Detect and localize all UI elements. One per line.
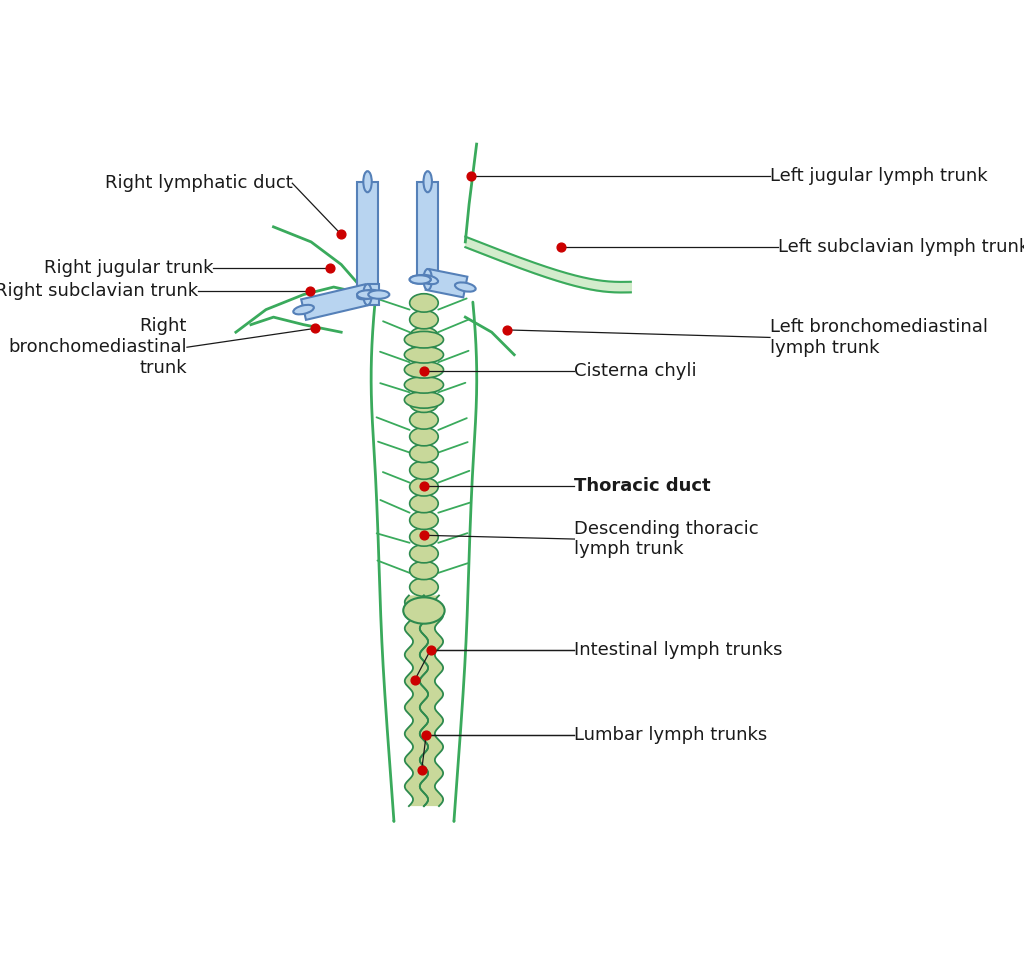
Ellipse shape xyxy=(410,494,438,512)
Text: Right
bronchomediastinal
trunk: Right bronchomediastinal trunk xyxy=(8,318,187,377)
Ellipse shape xyxy=(424,269,432,290)
Polygon shape xyxy=(404,595,428,806)
Ellipse shape xyxy=(410,461,438,480)
Ellipse shape xyxy=(410,444,438,462)
Ellipse shape xyxy=(410,478,438,496)
Point xyxy=(423,642,439,658)
Ellipse shape xyxy=(410,310,438,328)
Ellipse shape xyxy=(410,360,438,379)
Text: Lumbar lymph trunks: Lumbar lymph trunks xyxy=(574,726,768,743)
Text: Thoracic duct: Thoracic duct xyxy=(574,478,711,495)
Text: Right lymphatic duct: Right lymphatic duct xyxy=(104,174,292,193)
Text: Right subclavian trunk: Right subclavian trunk xyxy=(0,282,199,299)
Polygon shape xyxy=(420,595,443,806)
Point xyxy=(416,479,432,494)
Point xyxy=(416,364,432,379)
Polygon shape xyxy=(426,270,467,298)
Ellipse shape xyxy=(404,361,443,378)
Point xyxy=(416,528,432,543)
Text: Left subclavian lymph trunk: Left subclavian lymph trunk xyxy=(777,238,1024,256)
Ellipse shape xyxy=(418,274,438,284)
Ellipse shape xyxy=(410,528,438,546)
Ellipse shape xyxy=(410,275,431,284)
Text: Left jugular lymph trunk: Left jugular lymph trunk xyxy=(770,168,987,186)
Ellipse shape xyxy=(410,275,431,284)
Polygon shape xyxy=(357,182,378,295)
Point xyxy=(322,261,338,276)
Text: Descending thoracic
lymph trunk: Descending thoracic lymph trunk xyxy=(574,520,759,559)
Polygon shape xyxy=(368,284,379,305)
Point xyxy=(499,323,515,338)
Text: Intestinal lymph trunks: Intestinal lymph trunks xyxy=(574,640,783,659)
Point xyxy=(306,321,323,336)
Ellipse shape xyxy=(364,284,372,305)
Text: Left bronchomediastinal
lymph trunk: Left bronchomediastinal lymph trunk xyxy=(770,318,988,357)
Ellipse shape xyxy=(404,347,443,363)
Point xyxy=(333,226,349,242)
Ellipse shape xyxy=(410,544,438,562)
Ellipse shape xyxy=(293,305,314,314)
Ellipse shape xyxy=(404,377,443,393)
Polygon shape xyxy=(417,182,438,279)
Ellipse shape xyxy=(410,327,438,346)
Point xyxy=(463,169,479,184)
Point xyxy=(301,283,317,299)
Ellipse shape xyxy=(410,377,438,396)
Ellipse shape xyxy=(410,344,438,362)
Ellipse shape xyxy=(410,294,438,312)
Ellipse shape xyxy=(364,171,372,193)
Point xyxy=(414,763,430,778)
Ellipse shape xyxy=(403,597,444,624)
Ellipse shape xyxy=(410,561,438,580)
Ellipse shape xyxy=(410,428,438,446)
Text: Right jugular trunk: Right jugular trunk xyxy=(44,259,213,277)
Ellipse shape xyxy=(410,511,438,530)
Ellipse shape xyxy=(410,394,438,412)
Ellipse shape xyxy=(410,411,438,429)
Ellipse shape xyxy=(404,331,443,348)
Point xyxy=(407,672,423,688)
Ellipse shape xyxy=(410,578,438,596)
Ellipse shape xyxy=(357,290,378,299)
Polygon shape xyxy=(301,284,370,320)
Ellipse shape xyxy=(357,291,378,299)
Ellipse shape xyxy=(404,392,443,408)
Text: Cisterna chyli: Cisterna chyli xyxy=(574,362,697,380)
Ellipse shape xyxy=(455,282,476,292)
Ellipse shape xyxy=(369,291,389,299)
Point xyxy=(418,727,434,742)
Point xyxy=(553,240,569,255)
Ellipse shape xyxy=(424,171,432,193)
